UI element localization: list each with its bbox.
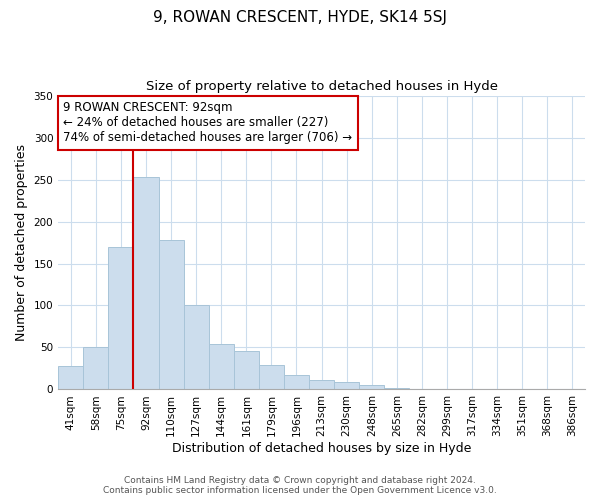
Bar: [284, 375, 309, 390]
Title: Size of property relative to detached houses in Hyde: Size of property relative to detached ho…: [146, 80, 497, 93]
Bar: [385, 388, 409, 390]
Bar: [184, 304, 209, 390]
Bar: [83, 348, 109, 390]
Bar: [158, 240, 184, 390]
Bar: [309, 380, 334, 390]
Bar: [209, 344, 234, 390]
Bar: [109, 246, 133, 390]
X-axis label: Distribution of detached houses by size in Hyde: Distribution of detached houses by size …: [172, 442, 471, 455]
Bar: [58, 366, 83, 390]
Bar: [259, 365, 284, 390]
Bar: [234, 351, 259, 390]
Bar: [359, 386, 385, 390]
Text: 9 ROWAN CRESCENT: 92sqm
← 24% of detached houses are smaller (227)
74% of semi-d: 9 ROWAN CRESCENT: 92sqm ← 24% of detache…: [64, 102, 353, 144]
Text: Contains HM Land Registry data © Crown copyright and database right 2024.
Contai: Contains HM Land Registry data © Crown c…: [103, 476, 497, 495]
Y-axis label: Number of detached properties: Number of detached properties: [15, 144, 28, 341]
Bar: [334, 382, 359, 390]
Bar: [460, 388, 485, 390]
Bar: [133, 177, 158, 390]
Text: 9, ROWAN CRESCENT, HYDE, SK14 5SJ: 9, ROWAN CRESCENT, HYDE, SK14 5SJ: [153, 10, 447, 25]
